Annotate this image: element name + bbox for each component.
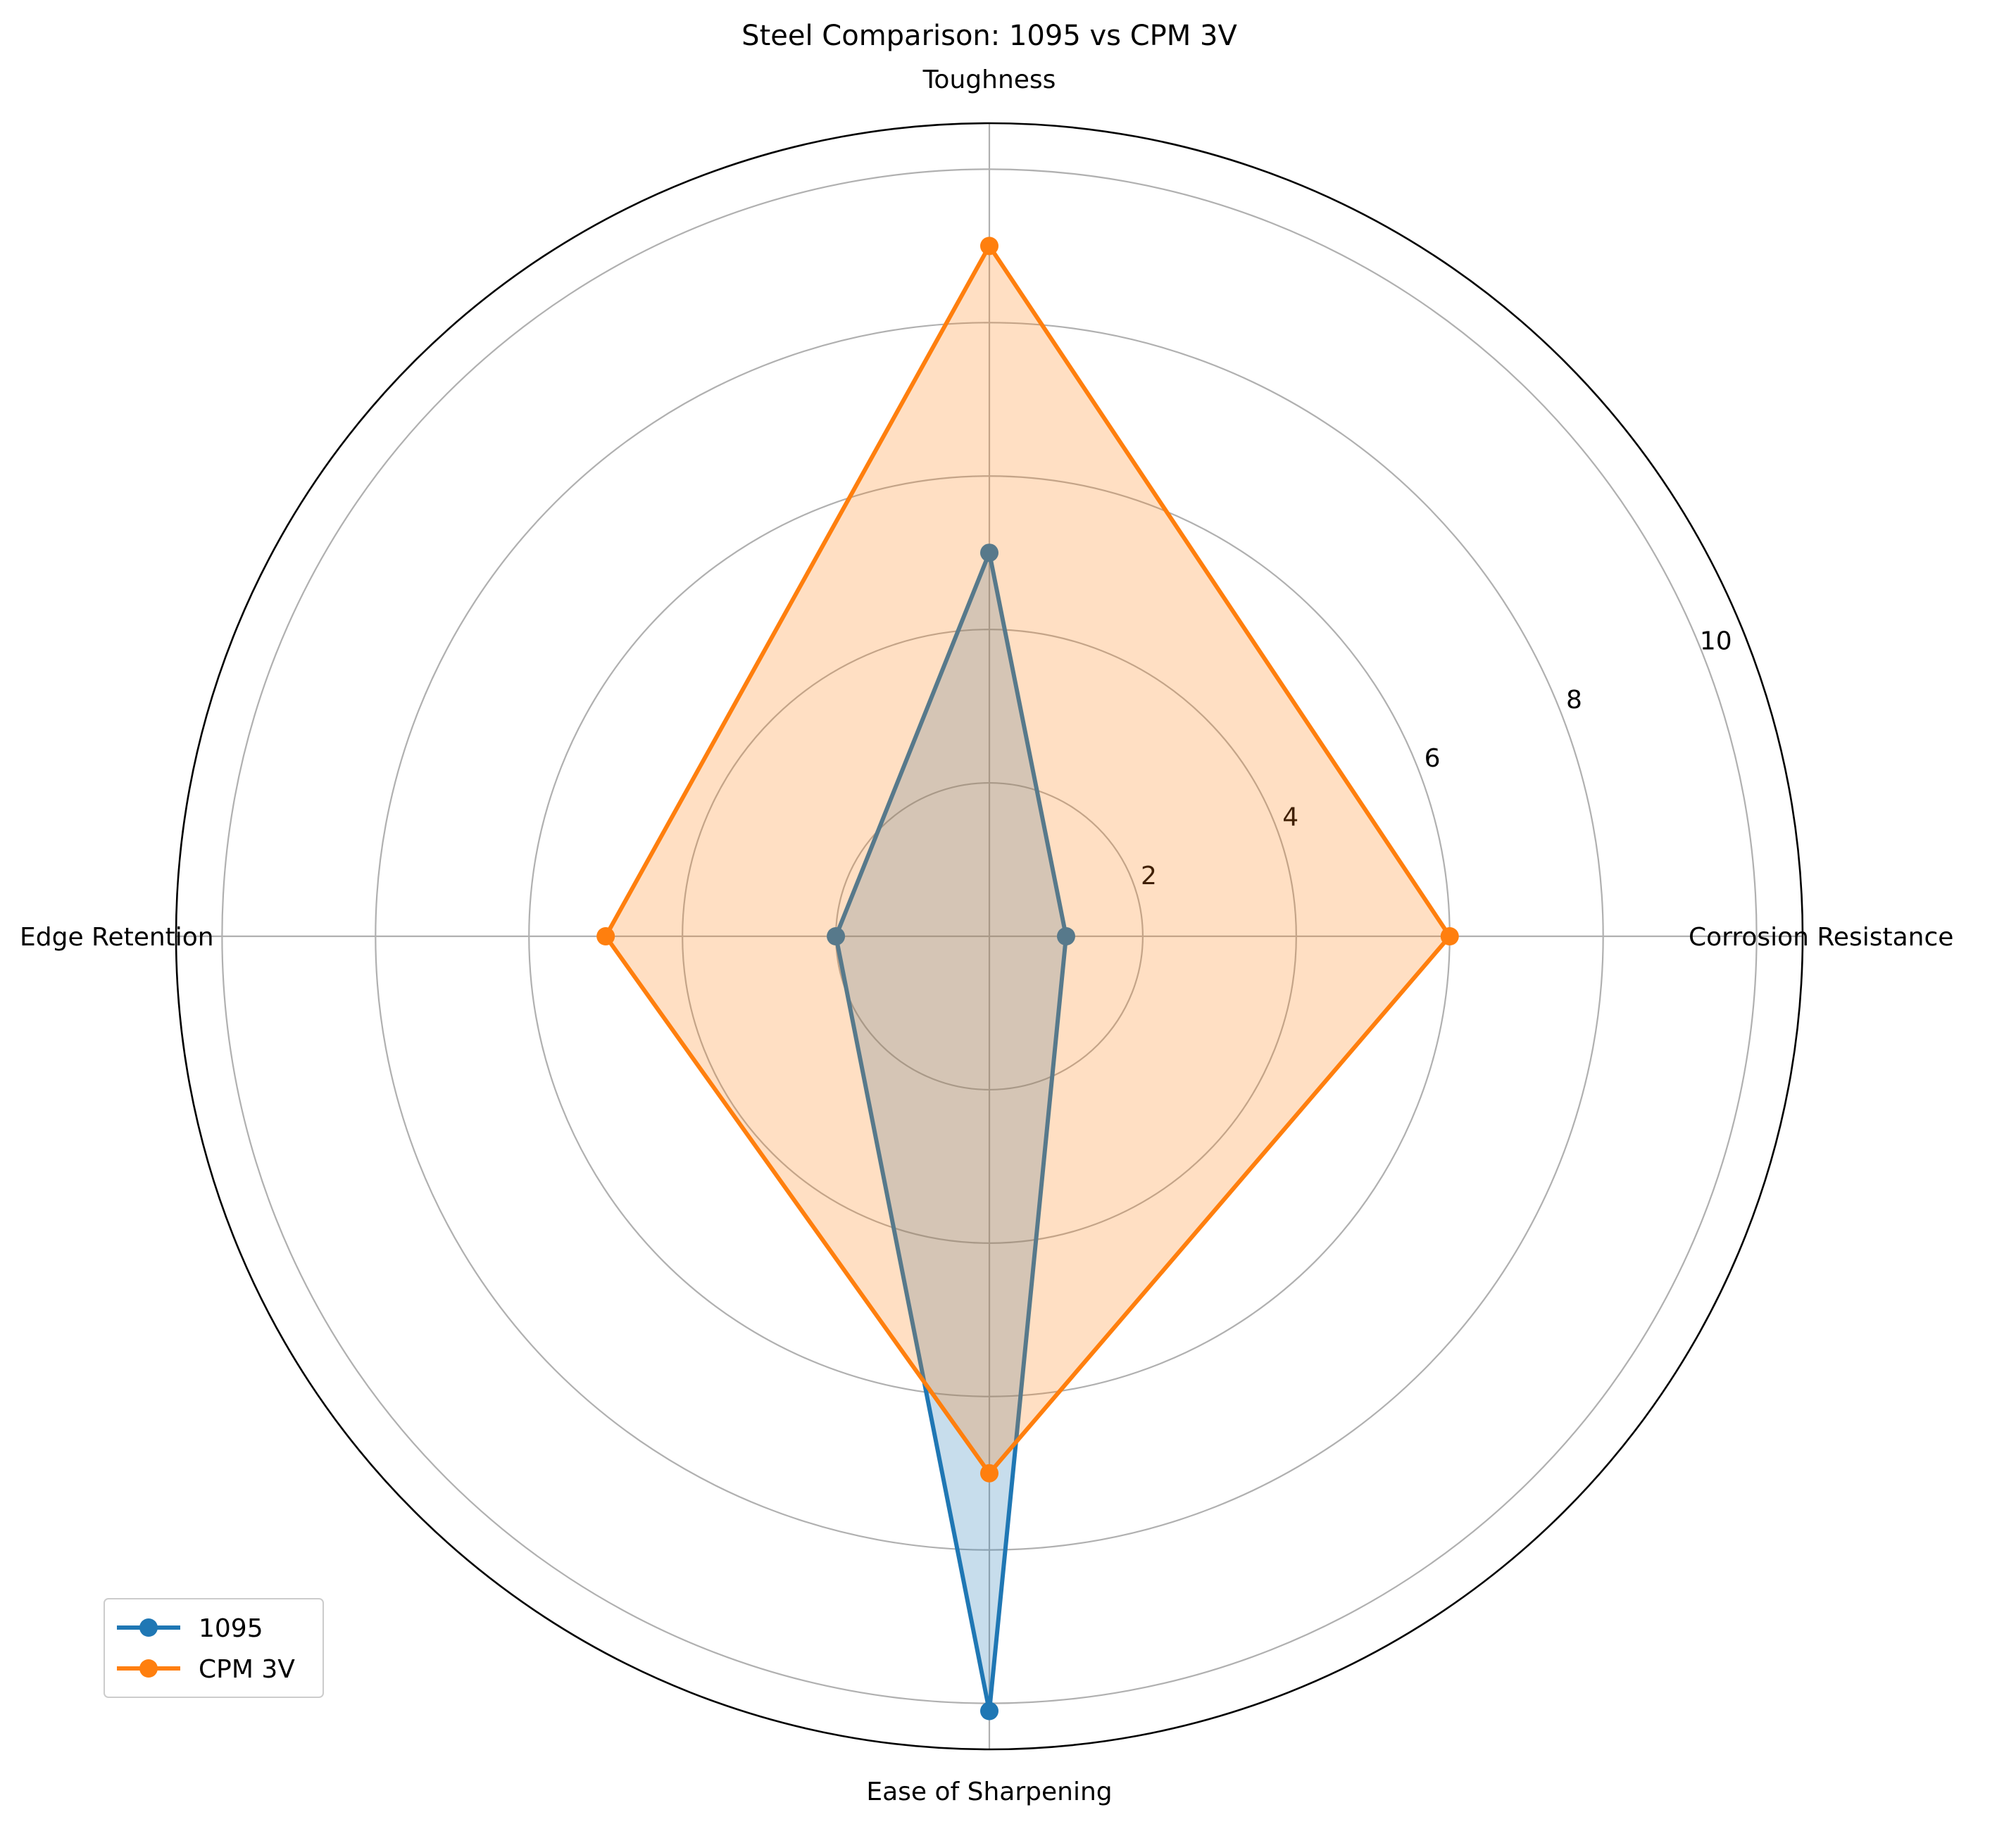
radial-tick-label: 8 [1566, 686, 1582, 715]
radial-grid: 2 4 6 8 10 [175, 122, 1804, 1751]
series-fill [836, 553, 1066, 1711]
radial-tick-label: 2 [1141, 862, 1157, 891]
category-label: Corrosion Resistance [1689, 923, 1953, 952]
legend-swatch-marker [139, 1618, 158, 1637]
outer-frame [175, 122, 1804, 1751]
data-point [980, 237, 998, 256]
radial-tick-label: 10 [1700, 627, 1732, 655]
category-label: Toughness [922, 65, 1056, 94]
category-label: Ease of Sharpening [866, 1778, 1112, 1806]
data-point [980, 543, 998, 562]
legend-label: 1095 [199, 1614, 263, 1643]
legend: 1095 CPM 3V [104, 1598, 324, 1698]
legend-label: CPM 3V [199, 1655, 295, 1684]
data-point [1056, 927, 1075, 945]
legend-box [104, 1598, 324, 1698]
category-label: Edge Retention [20, 923, 214, 952]
chart-title: Steel Comparison: 1095 vs CPM 3V [741, 20, 1237, 52]
data-point [1440, 927, 1459, 945]
series-fill [606, 246, 1450, 1473]
data-point [827, 927, 846, 945]
data-point [980, 1702, 998, 1721]
data-point [596, 927, 615, 945]
legend-swatch-marker [139, 1659, 158, 1678]
radial-tick-label: 4 [1282, 803, 1298, 832]
series-layer [596, 237, 1459, 1721]
data-point [980, 1464, 998, 1483]
category-labels: Corrosion Resistance Toughness Edge Retent… [20, 65, 1953, 1806]
radial-tick-label: 6 [1425, 744, 1441, 773]
